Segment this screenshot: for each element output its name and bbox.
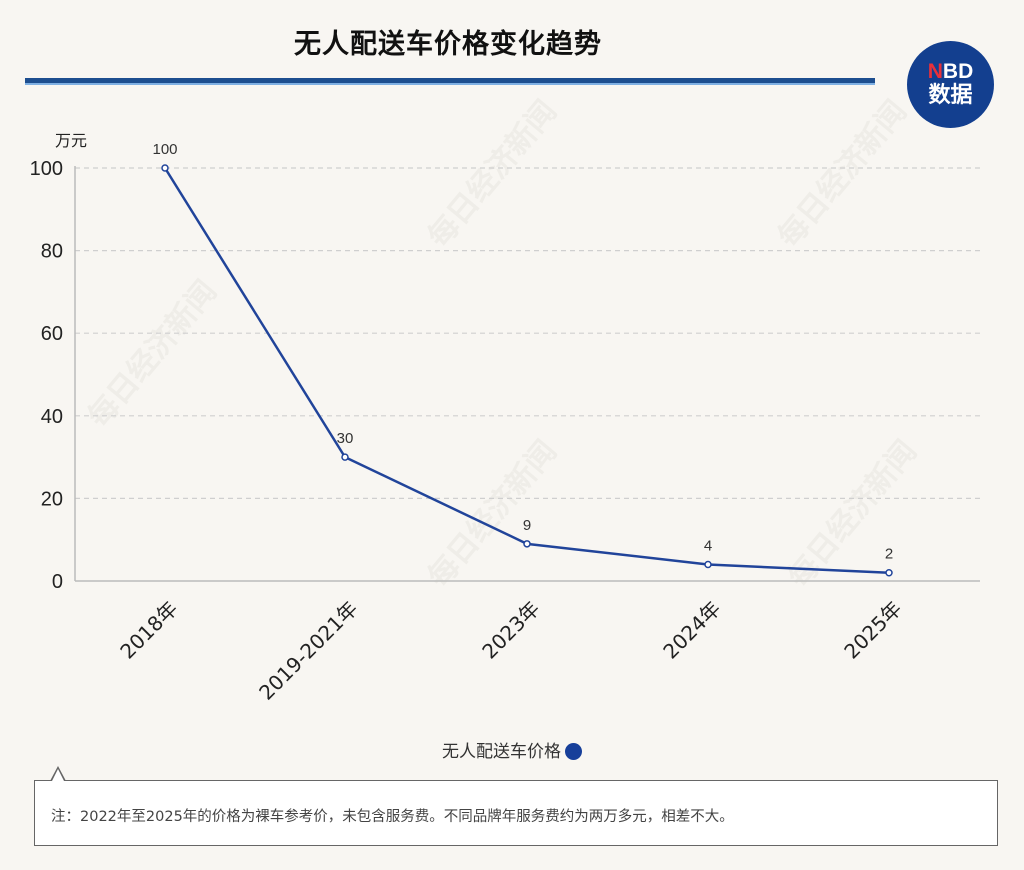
logo-cn-text: 数据 xyxy=(928,82,973,108)
chart-title: 无人配送车价格变化趋势 xyxy=(294,29,602,60)
legend-marker-icon xyxy=(565,743,582,760)
nbd-logo: NBD 数据 xyxy=(907,41,994,128)
data-label: 30 xyxy=(337,430,354,447)
data-point xyxy=(341,453,349,461)
y-tick-label: 80 xyxy=(41,241,63,263)
data-point xyxy=(885,568,893,577)
y-tick-label: 0 xyxy=(52,571,63,593)
title-rule xyxy=(25,78,875,85)
data-label: 9 xyxy=(523,517,531,534)
y-axis-unit-label: 万元 xyxy=(55,131,88,150)
note-box: 注：2022年至2025年的价格为裸车参考价，未包含服务费。不同品牌年服务费约为… xyxy=(34,780,998,846)
logo-nbd-text: NBD xyxy=(927,59,974,83)
logo-bd-letters: BD xyxy=(942,59,974,83)
x-tick-label: 2024年 xyxy=(658,596,725,663)
data-point xyxy=(161,164,169,172)
y-tick-label: 20 xyxy=(41,488,63,510)
y-tick-label: 60 xyxy=(41,323,63,345)
line-chart: 0 20 40 60 80 100 100 30 9 4 2 2018年 2019-2021年 2023年… xyxy=(30,141,980,705)
legend[interactable]: 无人配送车价格 xyxy=(0,737,1024,762)
data-label: 4 xyxy=(704,537,712,554)
x-tick-label: 2025年 xyxy=(839,596,906,663)
x-tick-label: 2023年 xyxy=(477,596,544,663)
x-tick-label: 2019-2021年 xyxy=(254,596,362,704)
note-text: 注：2022年至2025年的价格为裸车参考价，未包含服务费。不同品牌年服务费约为… xyxy=(51,809,734,825)
series-line xyxy=(163,167,890,574)
logo-n-letter: N xyxy=(927,59,943,83)
legend-label: 无人配送车价格 xyxy=(442,742,561,762)
y-tick-label: 100 xyxy=(30,158,63,180)
x-tick-label: 2018年 xyxy=(115,596,182,663)
note-pointer-fill xyxy=(52,769,64,781)
data-point xyxy=(523,540,531,548)
y-tick-label: 40 xyxy=(41,406,63,428)
data-point xyxy=(704,560,712,569)
data-label: 2 xyxy=(885,546,893,563)
data-label: 100 xyxy=(152,141,177,158)
